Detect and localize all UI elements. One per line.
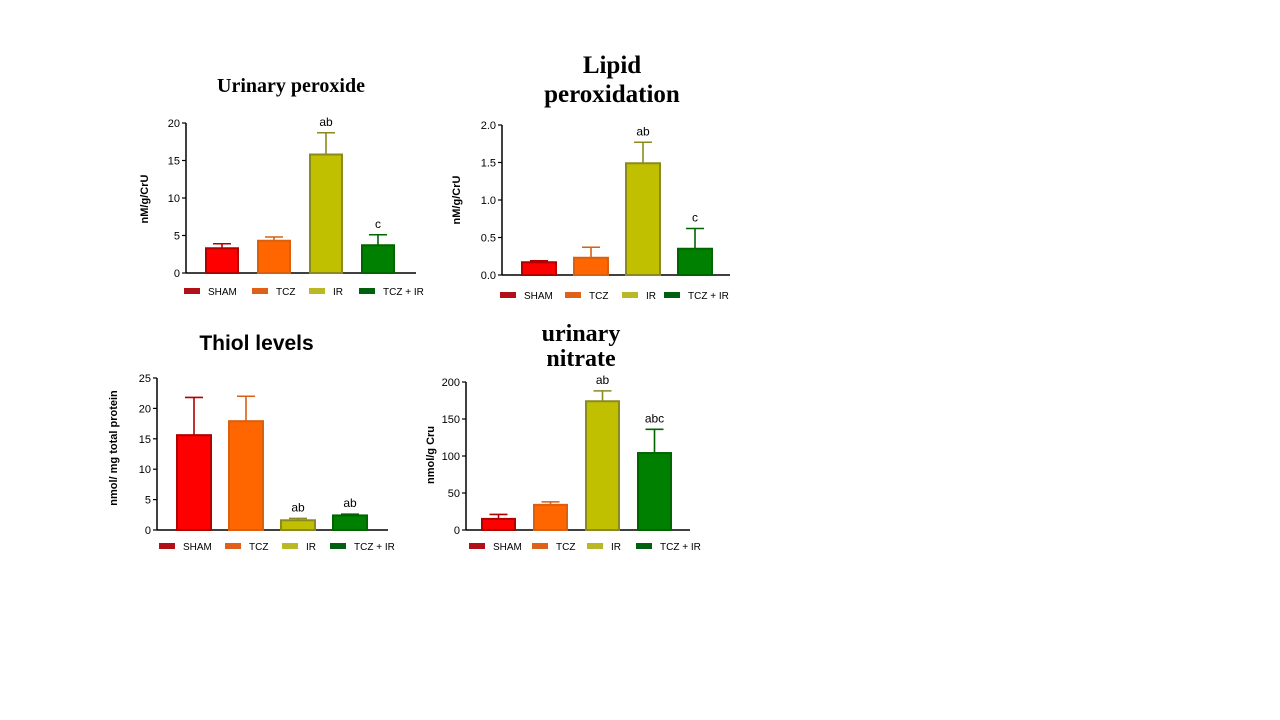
legend-swatch [636,543,652,549]
y-tick-label: 1.5 [481,158,496,170]
y-tick-label: 5 [174,231,180,243]
y-tick-label: 0 [174,268,180,280]
legend-swatch [252,288,268,294]
y-tick-label: 20 [139,403,151,415]
significance-label: ab [291,500,305,514]
bar [257,239,291,274]
legend-label: TCZ [589,291,608,302]
bar [585,400,620,531]
legend-label: IR [306,542,316,553]
bar [332,514,368,532]
legend-label: TCZ + IR [688,291,729,302]
significance-label: abc [645,411,664,425]
significance-label: ab [319,115,333,129]
legend-label: SHAM [208,287,237,298]
legend-label: TCZ + IR [354,542,395,553]
bar [533,503,568,531]
chart-title: Urinary peroxide [217,75,365,97]
significance-label: c [375,217,381,231]
legend-swatch [587,543,603,549]
y-tick-label: 50 [448,488,460,500]
legend-label: TCZ [249,542,268,553]
bar [625,162,661,276]
y-tick-label: 10 [168,193,180,205]
legend-label: SHAM [524,291,553,302]
chart-title: Lipid peroxidation [544,52,680,108]
legend-swatch [565,292,581,298]
bar [309,153,343,274]
legend-swatch [500,292,516,298]
legend-label: IR [646,291,656,302]
y-tick-label: 0 [145,525,151,537]
bar [361,244,395,274]
y-tick-label: 2.0 [481,120,496,132]
y-tick-label: 15 [168,156,180,168]
y-tick-label: 10 [139,464,151,476]
legend-swatch [469,543,485,549]
bar [637,452,672,532]
legend-swatch [309,288,325,294]
y-tick-label: 1.0 [481,195,496,207]
bar [205,247,239,274]
significance-label: ab [596,373,610,387]
significance-label: c [692,211,698,225]
bar [573,256,609,276]
y-tick-label: 20 [168,118,180,130]
legend-swatch [622,292,638,298]
y-tick-label: 25 [139,373,151,385]
y-tick-label: 0.0 [481,270,496,282]
y-axis-label: nmol/ mg total protein [108,390,120,506]
y-tick-label: 0.5 [481,233,496,245]
y-axis-label: nmol/g Cru [425,426,437,484]
significance-label: ab [343,496,357,510]
y-tick-label: 15 [139,434,151,446]
chart-title: Thiol levels [199,332,314,355]
bar [521,261,557,276]
legend-label: IR [333,287,343,298]
legend-label: TCZ + IR [660,542,701,553]
legend-swatch [282,543,298,549]
chart-title: urinary nitrate [541,321,621,373]
legend-swatch [159,543,175,549]
legend-label: IR [611,542,621,553]
y-tick-label: 150 [442,414,460,426]
legend-swatch [359,288,375,294]
significance-label: ab [636,124,650,138]
y-tick-label: 100 [442,451,460,463]
legend-swatch [532,543,548,549]
bar [228,420,264,531]
legend-swatch [664,292,680,298]
bar [176,434,212,532]
legend-label: TCZ + IR [383,287,424,298]
legend-swatch [184,288,200,294]
bar [481,517,516,532]
legend-swatch [330,543,346,549]
legend-label: TCZ [556,542,575,553]
legend-label: TCZ [276,287,295,298]
y-tick-label: 200 [442,377,460,389]
bar [280,519,316,531]
y-tick-label: 5 [145,495,151,507]
legend-label: SHAM [493,542,522,553]
legend-label: SHAM [183,542,212,553]
bar [677,247,713,276]
y-axis-label: nM/g/CrU [451,176,463,225]
y-tick-label: 0 [454,525,460,537]
legend-swatch [225,543,241,549]
y-axis-label: nM/g/CrU [139,175,151,224]
